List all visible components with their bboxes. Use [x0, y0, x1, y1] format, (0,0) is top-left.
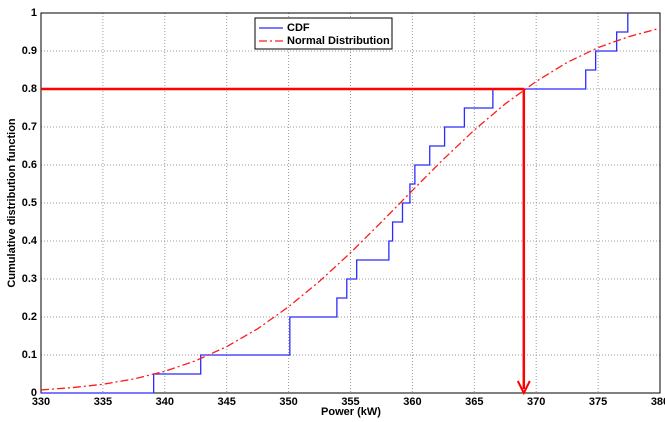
x-tick-label: 330: [32, 396, 50, 408]
series-line: [40, 27, 661, 391]
series-line: [41, 13, 629, 394]
y-tick-label: 1: [31, 7, 37, 19]
x-tick-label: 335: [94, 396, 112, 408]
y-tick-label: 0.7: [22, 121, 37, 133]
x-tick-label: 370: [527, 396, 545, 408]
x-tick-label: 375: [589, 396, 607, 408]
x-tick-label: 380: [651, 396, 665, 408]
y-tick-label: 0.2: [22, 311, 37, 323]
y-tick-label: 0.1: [22, 349, 37, 361]
y-tick-label: 0.4: [22, 235, 38, 247]
plot-frame: [40, 12, 661, 394]
x-tick-label: 355: [341, 396, 359, 408]
y-tick-label: 0.9: [22, 45, 37, 57]
y-axis-label: Cumulative distribution function: [6, 118, 18, 288]
legend-box: [254, 17, 393, 50]
x-tick-label: 365: [465, 396, 483, 408]
legend-label: Normal Distribution: [287, 35, 390, 47]
legend-label: CDF: [287, 22, 310, 34]
x-tick-label: 340: [156, 396, 174, 408]
x-axis-label: Power (kW): [321, 406, 381, 418]
reference-arrowhead: [516, 380, 531, 396]
y-tick-label: 0.8: [22, 83, 37, 95]
y-tick-label: 0: [31, 387, 37, 399]
x-tick-label: 350: [279, 396, 297, 408]
y-tick-label: 0.3: [22, 273, 37, 285]
x-tick-label: 360: [403, 396, 421, 408]
x-tick-label: 345: [218, 396, 236, 408]
y-tick-label: 0.5: [22, 197, 37, 209]
y-tick-label: 0.6: [22, 159, 37, 171]
